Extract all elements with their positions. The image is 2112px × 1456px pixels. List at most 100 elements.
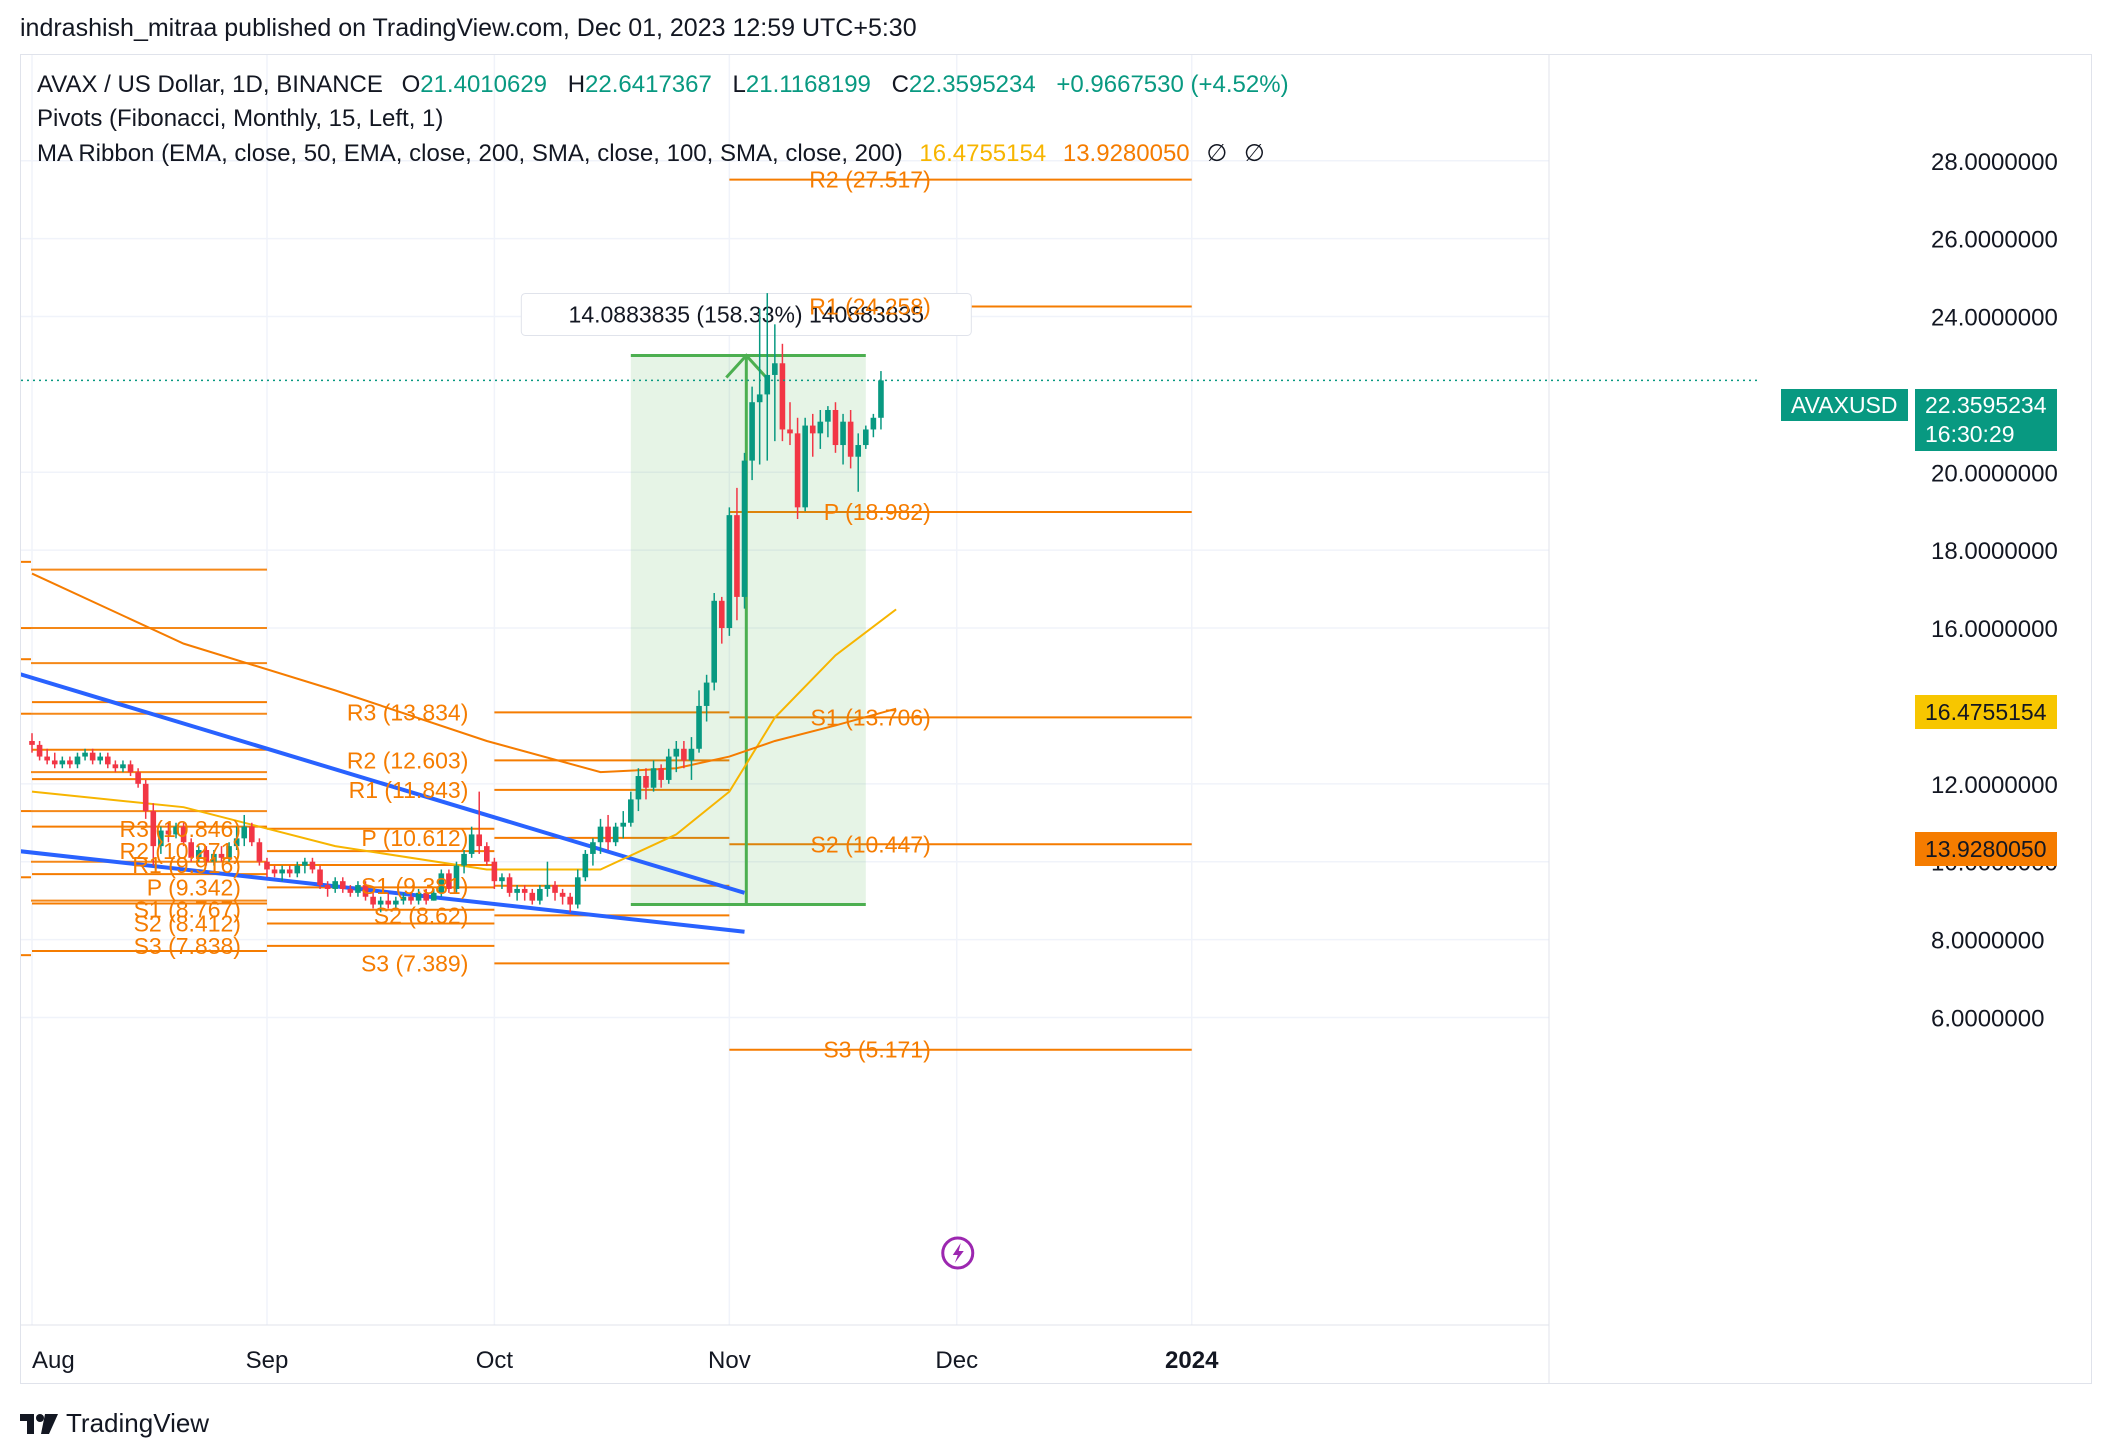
candle <box>393 896 399 909</box>
price-tick-label: 16.0000000 <box>1931 616 2058 643</box>
candle-body <box>499 877 505 882</box>
candle <box>355 881 361 897</box>
pivot-label: R2 (10.271) <box>120 838 241 864</box>
pivot-label: R1 (11.843) <box>349 777 469 803</box>
candle-body <box>825 409 831 422</box>
pivot-label: P (10.612) <box>361 825 468 851</box>
candle-body <box>764 374 771 395</box>
candle-body <box>544 885 551 889</box>
candle-body <box>127 764 134 773</box>
ma-line <box>31 608 897 871</box>
legend-pivots[interactable]: Pivots (Fibonacci, Monthly, 15, Left, 1) <box>37 105 444 132</box>
candle-body <box>779 363 786 430</box>
candle <box>74 752 81 769</box>
candle <box>718 596 725 644</box>
candle <box>681 740 687 769</box>
legend-ma-value-1: 16.4755154 <box>919 140 1047 167</box>
chart-canvas[interactable]: 14.0883835 (158.33%) 140883835 R3 (14.09… <box>21 55 2092 1384</box>
candle-body <box>423 892 429 901</box>
candle-body <box>188 842 194 858</box>
candle <box>362 881 369 901</box>
candle-body <box>82 752 88 757</box>
legend-pivots-row[interactable]: Pivots (Fibonacci, Monthly, 15, Left, 1) <box>37 105 443 133</box>
candle-body <box>559 892 566 897</box>
candle-body <box>832 409 839 446</box>
candle-body <box>203 850 210 862</box>
candle-body <box>112 764 119 769</box>
candle-body <box>802 425 808 508</box>
legend-ma-ribbon[interactable]: MA Ribbon (EMA, close, 50, EMA, close, 2… <box>37 140 903 167</box>
price-tick-label: 18.0000000 <box>1931 538 2058 565</box>
candle-body <box>67 760 73 765</box>
candle <box>832 402 839 453</box>
symbol-price-tag: AVAXUSD <box>1781 389 1908 421</box>
legend-symbol-row[interactable]: AVAX / US Dollar, 1D, BINANCE O21.401062… <box>37 71 1303 99</box>
candle <box>218 846 225 862</box>
candle-body <box>484 846 490 862</box>
candle <box>628 791 634 827</box>
candle-body <box>355 885 361 893</box>
candle-body <box>105 756 111 765</box>
candle-body <box>44 756 50 761</box>
candle <box>650 760 657 792</box>
candle <box>408 892 414 905</box>
candle-body <box>521 888 528 893</box>
candle <box>552 881 558 901</box>
measure-label-text: 14.0883835 (158.33%) 140883835 <box>569 301 925 327</box>
candle-body <box>286 869 293 874</box>
candle-body <box>29 740 35 745</box>
candle <box>150 803 157 866</box>
candle <box>741 452 748 609</box>
candle <box>605 814 611 851</box>
candle-body <box>658 768 664 780</box>
measure-area <box>630 355 866 905</box>
candle-body <box>408 896 414 901</box>
legend-ma-value-2: 13.9280050 <box>1062 140 1190 167</box>
candle-body <box>696 705 702 749</box>
candle <box>294 861 301 878</box>
pivot-label: R2 (12.603) <box>347 747 468 773</box>
candle-body <box>142 783 149 812</box>
candle-body <box>241 826 248 839</box>
candle <box>468 826 475 858</box>
candle <box>574 869 581 909</box>
legend-symbol[interactable]: AVAX / US Dollar, 1D, BINANCE <box>37 71 383 98</box>
candle-body <box>233 838 240 847</box>
candle <box>180 822 187 847</box>
candle-body <box>385 900 392 905</box>
legend-ma-row[interactable]: MA Ribbon (EMA, close, 50, EMA, close, 2… <box>37 139 1265 168</box>
candle <box>521 885 528 901</box>
price-tick-label: 12.0000000 <box>1931 772 2058 799</box>
candle <box>385 892 392 909</box>
candle <box>324 881 331 897</box>
candle <box>226 842 232 862</box>
candle-body <box>211 853 217 862</box>
candle-body <box>430 892 437 901</box>
legend-open: 21.4010629 <box>420 71 548 98</box>
candle <box>423 888 429 905</box>
time-tick-label: Nov <box>708 1347 751 1374</box>
legend-ma-na-2: ∅ <box>1243 140 1265 167</box>
candle <box>461 850 467 874</box>
pivot-label: R2 (27.517) <box>809 167 930 193</box>
grid <box>21 55 1549 1325</box>
candle <box>142 779 149 819</box>
pivot-label: R3 (13.834) <box>347 699 468 725</box>
legend-close-label: C <box>891 71 909 98</box>
candle <box>415 888 422 905</box>
legend-open-label: O <box>401 71 421 98</box>
chart-frame[interactable]: 14.0883835 (158.33%) 140883835 R3 (14.09… <box>20 54 2092 1384</box>
candle <box>89 748 96 765</box>
candle-body <box>271 869 278 874</box>
candle-body <box>324 885 331 889</box>
legend-change: +0.9667530 (+4.52%) <box>1056 71 1289 98</box>
candle-body <box>453 865 460 889</box>
publisher-line: indrashish_mitraa published on TradingVi… <box>20 14 917 42</box>
candle-body <box>514 888 520 893</box>
candle-body <box>165 830 172 835</box>
candle <box>688 737 695 780</box>
candle <box>377 896 384 913</box>
footer-brand[interactable]: TradingView <box>66 1408 210 1438</box>
candle <box>120 760 126 773</box>
candle <box>787 402 793 446</box>
